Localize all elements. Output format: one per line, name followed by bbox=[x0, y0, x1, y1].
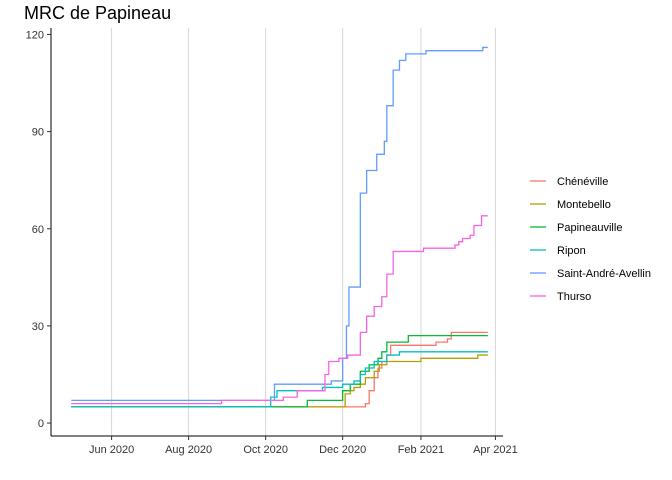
series-line-ripon bbox=[71, 351, 488, 408]
series-line-thurso bbox=[71, 215, 488, 405]
y-tick-label: 0 bbox=[38, 418, 44, 430]
x-tick-label: Oct 2020 bbox=[243, 444, 288, 456]
series-line-cheneville bbox=[71, 331, 488, 408]
y-tick-label: 90 bbox=[32, 127, 44, 139]
series-line-montebello bbox=[71, 354, 488, 408]
x-tick-label: Dec 2020 bbox=[319, 444, 366, 456]
x-tick-label: Aug 2020 bbox=[165, 444, 212, 456]
series-line-papineauville bbox=[71, 334, 488, 408]
legend-label-thurso: Thurso bbox=[557, 291, 591, 303]
x-tick-label: Feb 2021 bbox=[398, 444, 444, 456]
series-line-saint-andre-avellin bbox=[71, 46, 488, 402]
legend-label-montebello: Montebello bbox=[557, 199, 611, 211]
y-tick-label: 120 bbox=[26, 29, 44, 41]
x-tick-label: Jun 2020 bbox=[89, 444, 134, 456]
y-tick-label: 30 bbox=[32, 321, 44, 333]
y-tick-label: 60 bbox=[32, 224, 44, 236]
legend-label-ripon: Ripon bbox=[557, 245, 586, 257]
chart-title: MRC de Papineau bbox=[24, 3, 172, 23]
legend-label-papineauville: Papineauville bbox=[557, 222, 622, 234]
x-tick-label: Apr 2021 bbox=[473, 444, 518, 456]
legend-label-saint-andre-avellin: Saint-André-Avellin bbox=[557, 268, 651, 280]
legend-label-cheneville: Chénéville bbox=[557, 176, 608, 188]
